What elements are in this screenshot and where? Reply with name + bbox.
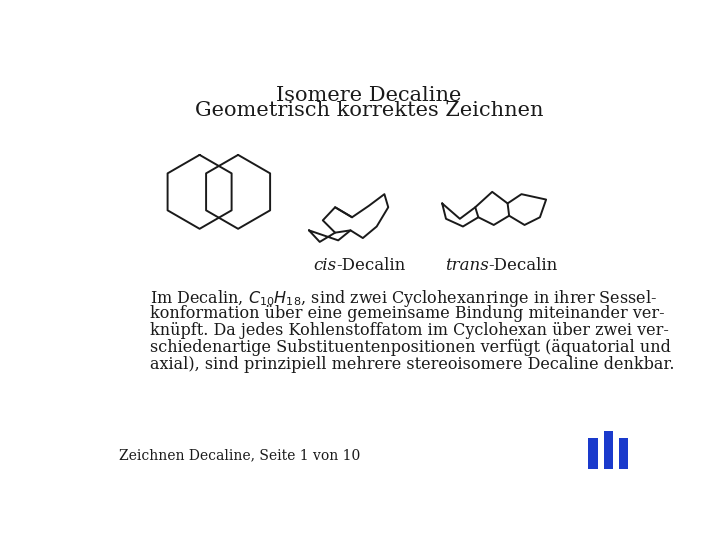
Text: axial), sind prinzipiell mehrere stereoisomere Decaline denkbar.: axial), sind prinzipiell mehrere stereoi… [150,356,674,373]
Text: cis: cis [313,257,337,274]
Text: Im Decalin, $C_{10}H_{18}$, sind zwei Cyclohexanringe in ihrer Sessel-: Im Decalin, $C_{10}H_{18}$, sind zwei Cy… [150,288,657,309]
FancyBboxPatch shape [619,438,629,469]
Text: -Decalin: -Decalin [337,257,406,274]
Text: Zeichnen Decaline, Seite 1 von 10: Zeichnen Decaline, Seite 1 von 10 [119,448,360,462]
FancyBboxPatch shape [604,430,613,469]
Text: -Decalin: -Decalin [488,257,557,274]
Text: Geometrisch korrektes Zeichnen: Geometrisch korrektes Zeichnen [194,101,544,120]
Text: knüpft. Da jedes Kohlenstoffatom im Cyclohexan über zwei ver-: knüpft. Da jedes Kohlenstoffatom im Cycl… [150,322,668,339]
Text: schiedenartige Substituentenpositionen verfügt (äquatorial und: schiedenartige Substituentenpositionen v… [150,339,670,356]
Text: konformation über eine gemeinsame Bindung miteinander ver-: konformation über eine gemeinsame Bindun… [150,305,664,322]
Text: Isomere Decaline: Isomere Decaline [276,86,462,105]
FancyBboxPatch shape [588,438,598,469]
Text: trans: trans [445,257,488,274]
